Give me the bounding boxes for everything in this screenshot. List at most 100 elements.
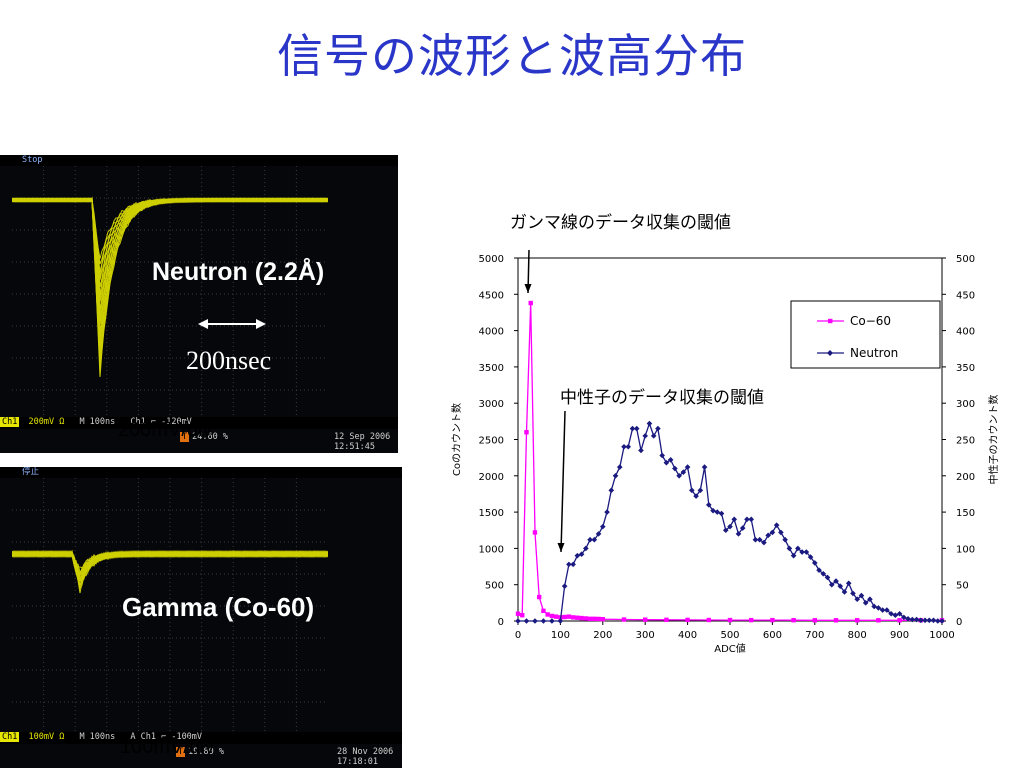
data-point <box>918 617 924 624</box>
data-point <box>790 552 797 559</box>
data-point <box>896 610 903 617</box>
data-point <box>837 583 844 589</box>
legend-label: Co−60 <box>850 314 891 328</box>
series-line <box>518 421 942 622</box>
scope-footer: Ch1 200mV Ω M 100ns Ch1 ⌐ -120mV <box>0 417 398 429</box>
data-point <box>643 617 648 622</box>
data-point <box>608 487 615 494</box>
y-tick-right-label: 400 <box>956 327 975 338</box>
y-tick-right-label: 350 <box>956 363 975 374</box>
volts-per-div: 100mV Ω <box>28 732 65 742</box>
legend-box <box>790 300 941 369</box>
data-point <box>841 589 848 595</box>
trigger-position: 24.60 % <box>192 432 228 442</box>
data-point <box>650 433 657 439</box>
data-point <box>765 532 771 539</box>
waveform-trace <box>12 549 328 594</box>
run-status: Stop <box>22 155 43 165</box>
data-point <box>782 536 788 543</box>
data-point <box>541 608 546 614</box>
data-point <box>621 617 627 622</box>
page-title: 信号の波形と波高分布 <box>277 29 747 83</box>
data-point <box>646 420 653 427</box>
data-point <box>727 617 733 623</box>
data-point <box>642 433 648 439</box>
data-point <box>553 614 559 619</box>
data-point <box>748 516 754 523</box>
data-point <box>871 603 877 610</box>
data-point <box>701 464 708 470</box>
time-span-label: 200nsec <box>186 346 272 375</box>
trigger-icon: T <box>180 432 190 442</box>
data-point <box>616 464 623 470</box>
data-point <box>892 612 899 618</box>
trigger-setting: A Ch1 ⌐ -100mV <box>130 732 203 742</box>
y-tick-right-label: 50 <box>956 581 969 592</box>
y-tick-left-label: 2500 <box>479 436 504 447</box>
data-point <box>858 592 865 599</box>
data-point <box>854 596 860 603</box>
data-point <box>735 531 742 537</box>
data-point <box>697 487 704 494</box>
y-axis-left-label: Coのカウント数 <box>450 403 463 476</box>
data-point <box>897 618 902 623</box>
waveform-grid <box>12 166 328 422</box>
data-point <box>824 574 831 581</box>
y-tick-left-label: 4000 <box>479 327 504 338</box>
data-point <box>791 618 796 623</box>
y-tick-left-label: 5000 <box>479 254 504 265</box>
data-point <box>566 561 572 568</box>
data-point <box>744 516 750 523</box>
neutron-scale-label: 200mV/div <box>118 419 213 441</box>
data-point <box>727 523 733 530</box>
x-tick-label: 800 <box>848 630 867 641</box>
data-point <box>663 459 670 466</box>
data-point <box>561 583 568 589</box>
data-point <box>570 615 576 620</box>
data-point <box>909 616 916 623</box>
data-point <box>575 615 580 620</box>
data-point <box>850 590 856 597</box>
data-point <box>515 618 521 624</box>
data-point <box>795 545 801 552</box>
data-point <box>549 618 555 624</box>
data-point <box>523 618 530 624</box>
x-tick-label: 300 <box>636 630 655 641</box>
data-point <box>562 614 567 620</box>
data-point <box>591 536 598 543</box>
data-point <box>579 615 584 621</box>
data-point <box>595 531 602 537</box>
data-point <box>532 618 538 624</box>
data-point <box>901 614 907 621</box>
data-point <box>566 614 572 619</box>
legend-marker <box>827 350 833 356</box>
data-point <box>812 618 817 623</box>
data-point <box>587 536 593 543</box>
x-tick-label: 600 <box>763 630 782 641</box>
data-point <box>515 611 521 616</box>
data-point <box>722 527 729 534</box>
x-tick-label: 0 <box>515 630 521 641</box>
trigger-position: 19.80 % <box>188 747 224 757</box>
trigger-setting: Ch1 ⌐ -120mV <box>130 417 192 427</box>
data-point <box>879 607 886 613</box>
data-point <box>600 616 605 622</box>
data-point <box>583 616 589 621</box>
x-tick-label: 900 <box>890 630 909 641</box>
data-point <box>867 596 873 603</box>
double-arrow-icon <box>198 319 266 329</box>
legend-label: Neutron <box>850 346 898 360</box>
data-point <box>537 594 542 600</box>
data-point <box>875 605 882 611</box>
data-point <box>756 536 763 543</box>
data-point <box>528 300 533 306</box>
data-point <box>731 516 738 523</box>
y-tick-left-label: 4500 <box>479 290 504 301</box>
capture-date: 28 Nov 2006 <box>337 747 394 757</box>
data-point <box>816 567 822 573</box>
data-point <box>828 581 835 588</box>
data-point <box>587 616 593 622</box>
data-point <box>685 617 690 623</box>
y-tick-left-label: 1500 <box>479 508 504 519</box>
